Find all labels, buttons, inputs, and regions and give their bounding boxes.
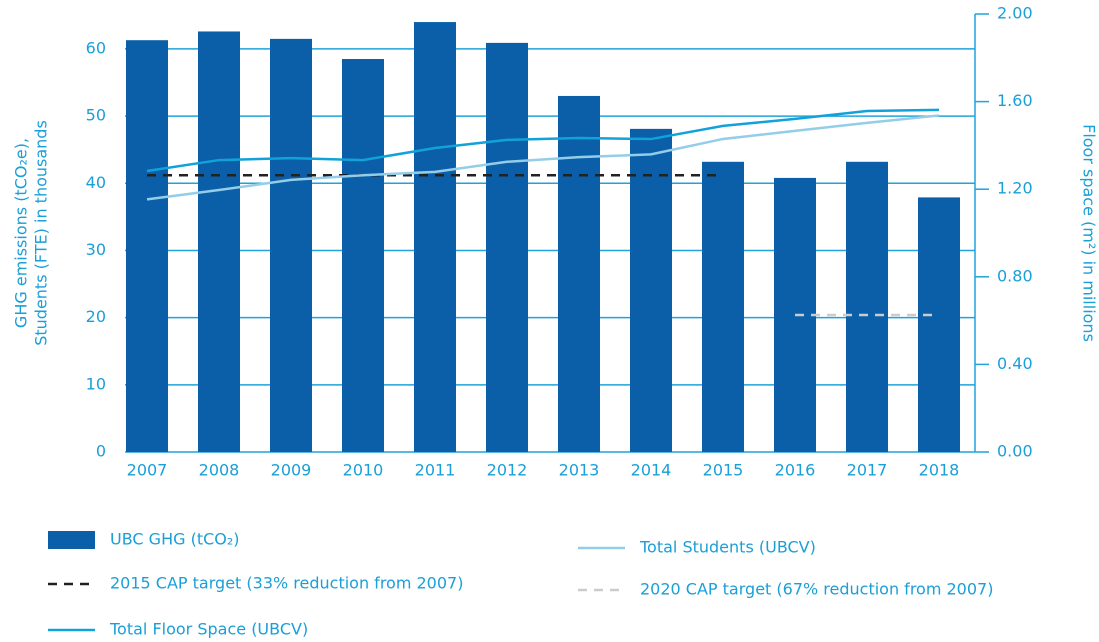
legend-label: UBC GHG (tCO₂) [110, 530, 240, 549]
y2-tick-label: 0.80 [997, 266, 1033, 285]
y-tick-label: 10 [86, 374, 106, 393]
x-tick-label: 2010 [343, 461, 384, 480]
bar [846, 161, 888, 452]
x-tick-label: 2014 [631, 461, 672, 480]
y-tick-label: 40 [86, 173, 106, 192]
bar [342, 59, 384, 452]
x-tick-label: 2012 [487, 461, 528, 480]
bar [486, 42, 528, 452]
y-tick-label: 20 [86, 307, 106, 326]
bar [558, 95, 600, 452]
x-tick-label: 2017 [847, 461, 888, 480]
bar [126, 40, 168, 452]
x-tick-label: 2018 [919, 461, 960, 480]
y-tick-label: 30 [86, 240, 106, 259]
bar [414, 22, 456, 453]
x-tick-label: 2009 [271, 461, 312, 480]
series-line [146, 114, 940, 201]
legend-swatch [48, 531, 95, 549]
y2-tick-label: 0.00 [997, 442, 1033, 461]
x-tick-label: 2016 [775, 461, 816, 480]
x-tick-label: 2015 [703, 461, 744, 480]
legend-label: 2015 CAP target (33% reduction from 2007… [110, 574, 463, 593]
bar [270, 38, 312, 452]
bar [198, 31, 240, 453]
x-tick-label: 2008 [199, 461, 240, 480]
series-line [146, 108, 940, 173]
y-tick-label: 50 [86, 106, 106, 125]
y-tick-label: 60 [86, 38, 106, 57]
x-tick-label: 2011 [415, 461, 456, 480]
y2-tick-label: 2.00 [997, 4, 1033, 23]
legend-label: 2020 CAP target (67% reduction from 2007… [640, 580, 993, 599]
y2-axis-label: Floor space (m²) in millions [1080, 124, 1099, 342]
bar [630, 128, 672, 452]
y-tick-label: 0 [96, 442, 106, 461]
bar [918, 197, 960, 452]
y-axis-label: Students (FTE) in thousands [32, 120, 51, 346]
y-axis-label: GHG emissions (tCO₂e), [12, 138, 31, 328]
x-tick-label: 2007 [127, 461, 168, 480]
y2-tick-label: 0.40 [997, 354, 1033, 373]
x-tick-label: 2013 [559, 461, 600, 480]
y2-tick-label: 1.20 [997, 179, 1033, 198]
y2-tick-label: 1.60 [997, 91, 1033, 110]
legend-label: Total Students (UBCV) [639, 538, 816, 557]
legend-label: Total Floor Space (UBCV) [109, 620, 308, 639]
bar [702, 161, 744, 452]
